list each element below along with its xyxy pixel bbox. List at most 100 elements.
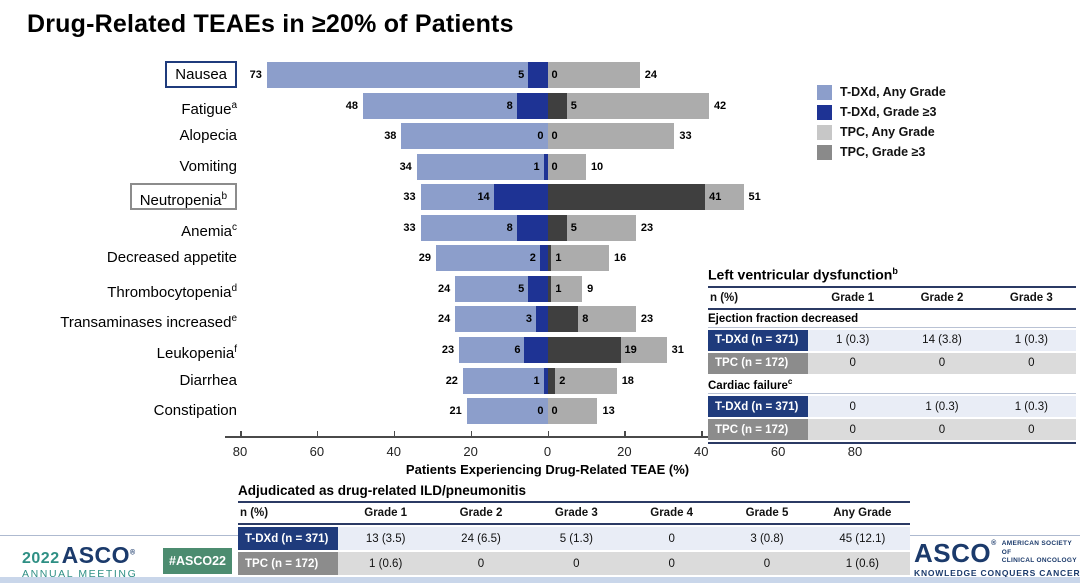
table-cell: 1 (0.3) <box>808 329 898 351</box>
table-cell: 13 (3.5) <box>338 527 434 550</box>
hashtag-badge: #ASCO22 <box>163 548 232 574</box>
table-cell: 1 (0.6) <box>338 552 434 575</box>
bar-tpc-grade3 <box>547 275 552 302</box>
legend-label: T-DXd, Grade ≥3 <box>840 105 937 119</box>
value-tpc-any: 18 <box>621 374 634 387</box>
x-axis-line <box>225 436 866 438</box>
bar-tpc-any-grade <box>547 153 586 180</box>
value-tpc-grade3: 19 <box>624 343 637 356</box>
bar-tpc-grade3 <box>547 336 621 363</box>
legend-swatch <box>817 124 832 140</box>
table-cell: 0 <box>808 419 898 441</box>
value-tdxd-any: 21 <box>449 405 462 418</box>
legend-item: TPC, Grade ≥3 <box>817 142 946 162</box>
lvd-title-sup: b <box>892 266 898 276</box>
x-axis-title: Patients Experiencing Drug-Related TEAE … <box>405 462 690 477</box>
value-tpc-any: 10 <box>590 160 604 173</box>
x-axis-tick <box>547 431 549 438</box>
table-cell: 1 (0.3) <box>897 396 987 418</box>
x-axis-tick-label: 20 <box>463 444 478 459</box>
ild-table-header: n (%) Grade 1 Grade 2 Grade 3 Grade 4 Grade 5… <box>238 503 910 525</box>
value-tpc-grade3: 1 <box>555 252 562 265</box>
x-axis-tick <box>701 431 703 438</box>
society-tagline: KNOWLEDGE CONQUERS CANCER <box>914 568 1080 578</box>
table-cell: 0 <box>624 527 720 550</box>
table-cell: 0 <box>897 352 987 374</box>
bar-tdxd-any-grade <box>462 367 548 394</box>
value-tpc-any: 31 <box>671 343 684 356</box>
table-cell: 0 <box>808 396 898 418</box>
bar-tpc-any-grade <box>547 245 609 272</box>
x-axis-tick-label: 60 <box>770 444 786 459</box>
x-axis-tick-label: 60 <box>309 444 325 459</box>
bar-tpc-any-grade <box>547 275 583 302</box>
x-axis-tick-label: 80 <box>847 444 863 459</box>
table-column-header: n (%) <box>240 507 269 519</box>
bar-tdxd-grade3 <box>516 92 548 119</box>
category-label: Thrombocytopeniad <box>107 282 237 301</box>
value-tpc-grade3: 2 <box>559 374 566 387</box>
category-label: Decreased appetite <box>106 249 237 267</box>
value-tdxd-any: 24 <box>438 282 451 295</box>
bar-tpc-any-grade <box>547 92 709 119</box>
bar-tdxd-grade3 <box>493 184 548 211</box>
category-label: Diarrhea <box>179 371 237 389</box>
category-label: Fatiguea <box>181 99 237 118</box>
ild-table-body: T-DXd (n = 371) 13 (3.5) 24 (6.5) 5 (1.3) 0 3… <box>238 527 910 575</box>
table-column-header: Grade 5 <box>745 507 789 519</box>
bar-tdxd-grade3 <box>528 275 548 302</box>
row-header: TPC (n = 172) <box>708 352 808 374</box>
row-header: T-DXd (n = 371) <box>238 527 338 550</box>
category-label: Alopecia <box>179 127 237 145</box>
table-column-header: n (%) <box>710 291 739 304</box>
table-column-header: Any Grade <box>833 507 892 519</box>
table-cell: 5 (1.3) <box>528 527 624 550</box>
bar-tpc-any-grade <box>547 62 640 88</box>
society-name: AMERICAN SOCIETY OF CLINICAL ONCOLOGY <box>1001 540 1077 565</box>
lvd-table-body: Ejection fraction decreased T-DXd (n = 37… <box>708 310 1076 441</box>
value-tdxd-any: 73 <box>249 69 262 81</box>
category-label: Anemiac <box>181 221 237 240</box>
lvd-table-header: n (%) Grade 1 Grade 2 Grade 3 <box>708 288 1076 310</box>
value-tpc-any: 16 <box>614 252 627 265</box>
table-cell: 0 <box>624 552 720 575</box>
table-column-header: Grade 2 <box>459 507 503 519</box>
table-cell: 0 <box>986 419 1076 441</box>
bar-tdxd-any-grade <box>436 245 548 272</box>
table-row: TPC (n = 172) 0 0 0 <box>708 352 1076 374</box>
category-label: Neutropeniab <box>129 183 237 211</box>
table-row: TPC (n = 172) 0 0 0 <box>708 419 1076 441</box>
table-cell: 0 <box>528 552 624 575</box>
x-axis-tick-label: 40 <box>386 444 401 459</box>
value-tdxd-grade3: 5 <box>518 69 525 81</box>
x-axis-tick <box>316 431 319 438</box>
bar-tpc-grade3 <box>547 184 706 211</box>
value-tdxd-grade3: 0 <box>537 130 544 143</box>
table-cell: 0 <box>808 352 898 374</box>
bar-tpc-any-grade <box>547 367 617 394</box>
legend-item: T-DXd, Any Grade <box>817 82 946 102</box>
row-header: TPC (n = 172) <box>238 552 338 575</box>
value-tpc-any: 51 <box>748 191 761 204</box>
value-tpc-grade3: 8 <box>582 313 589 326</box>
value-tdxd-grade3: 6 <box>514 343 521 356</box>
value-tpc-grade3: 0 <box>551 160 558 173</box>
logo-asco-text: ASCO® <box>61 542 136 568</box>
table-column-header: Grade 4 <box>650 507 694 519</box>
ild-table: Adjudicated as drug-related ILD/pneumoni… <box>238 483 910 579</box>
table-cell: 45 (12.1) <box>814 527 910 550</box>
table-column-header: Grade 1 <box>364 507 408 519</box>
value-tdxd-grade3: 14 <box>477 191 490 204</box>
table-row: T-DXd (n = 371) 0 1 (0.3) 1 (0.3) <box>708 396 1076 418</box>
lvd-table: Left ventricular dysfunctionb n (%) Grade… <box>708 266 1076 445</box>
value-tdxd-grade3: 8 <box>506 99 513 112</box>
bar-tdxd-grade3 <box>528 62 548 88</box>
value-tpc-any: 9 <box>587 282 594 295</box>
table-column-header: Grade 3 <box>554 507 598 519</box>
value-tdxd-grade3: 5 <box>518 282 525 295</box>
x-axis-tick <box>470 431 473 438</box>
value-tdxd-grade3: 3 <box>525 313 532 326</box>
category-label: Nausea <box>165 61 237 88</box>
x-axis-tick-label: 40 <box>694 444 709 459</box>
